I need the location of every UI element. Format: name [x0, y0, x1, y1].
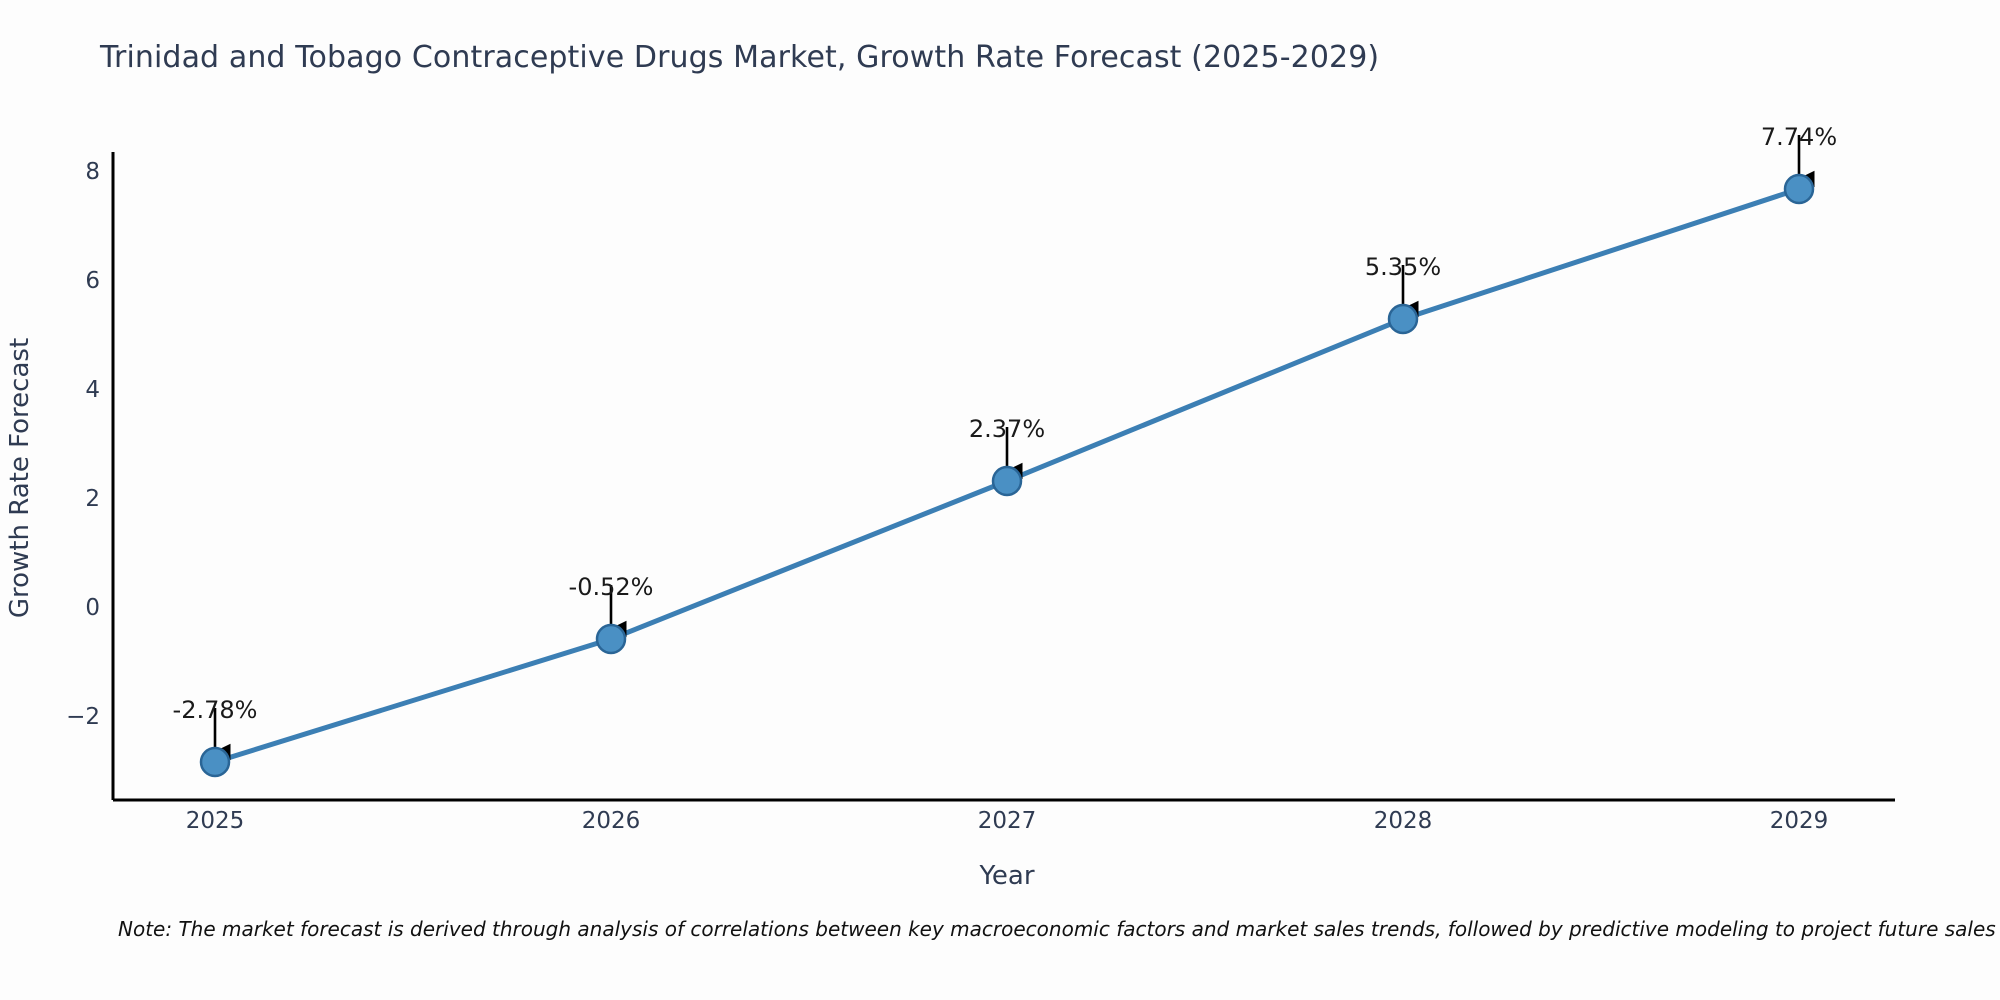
y-tick-label-6: 6: [85, 268, 100, 294]
data-point-2026[interactable]: [595, 623, 627, 655]
data-label-2026: -0.52%: [569, 573, 654, 601]
y-tick-label-4: 4: [85, 377, 100, 403]
y-tick-label-minus2: −2: [66, 704, 100, 730]
y-tick-label-2: 2: [85, 486, 100, 512]
y-axis-title: Growth Rate Forecast: [5, 338, 35, 618]
y-tick-label-0: 0: [85, 595, 100, 621]
data-point-2027[interactable]: [991, 465, 1023, 497]
chart-title: Trinidad and Tobago Contraceptive Drugs …: [100, 40, 1380, 75]
data-label-2025: -2.78%: [173, 696, 258, 724]
x-tick-label-2027: 2027: [978, 808, 1037, 834]
x-tick-label-2025: 2025: [186, 808, 245, 834]
data-label-2028: 5.35%: [1365, 253, 1441, 281]
data-point-2025[interactable]: [199, 746, 231, 778]
data-label-2029: 7.74%: [1761, 123, 1837, 151]
data-point-2029[interactable]: [1783, 173, 1815, 205]
x-tick-label-2026: 2026: [582, 808, 641, 834]
y-tick-label-8: 8: [85, 159, 100, 185]
x-axis-title: Year: [978, 861, 1034, 891]
chart-footnote: Note: The market forecast is derived thr…: [118, 917, 1996, 941]
x-tick-label-2029: 2029: [1770, 808, 1829, 834]
data-label-2027: 2.37%: [969, 415, 1045, 443]
x-tick-label-2028: 2028: [1374, 808, 1433, 834]
data-point-2028[interactable]: [1387, 303, 1419, 335]
